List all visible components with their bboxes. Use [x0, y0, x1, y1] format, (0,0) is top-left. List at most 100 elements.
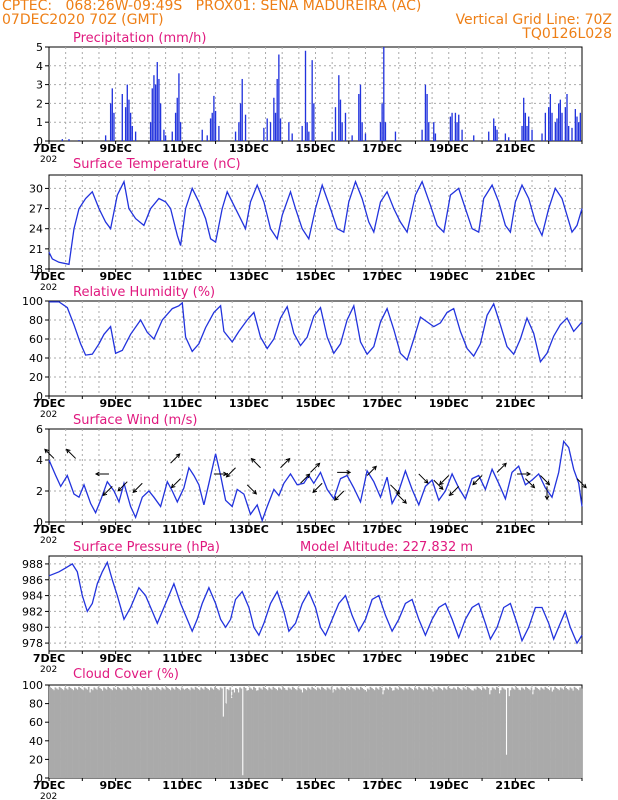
- cloud-bar: [153, 688, 155, 778]
- cloud-bar: [150, 690, 153, 778]
- cloud-bar: [419, 687, 422, 778]
- cloud-bar: [476, 686, 479, 778]
- precip-bar: [428, 122, 430, 141]
- cloud-bar: [397, 689, 400, 778]
- precip-bar: [394, 131, 397, 141]
- y-tick-label: 4: [36, 60, 43, 73]
- cloud-bar: [426, 689, 429, 778]
- wind-arrow: [337, 470, 352, 475]
- cloud-bar: [580, 688, 583, 778]
- cloud-bar: [191, 688, 194, 778]
- x-tick-label: 13DEC: [229, 270, 269, 283]
- wind-arrow: [333, 490, 345, 501]
- cloud-bar: [462, 687, 465, 778]
- cloud-bar: [401, 689, 404, 778]
- cloud-bar: [386, 688, 388, 778]
- cloud-bar: [545, 687, 548, 778]
- cloud-bar: [97, 686, 100, 778]
- cloud-bar: [276, 690, 279, 778]
- cloud-bar: [216, 689, 219, 778]
- x-tick-label: 19DEC: [429, 779, 469, 792]
- series-line-temp: [48, 179, 583, 266]
- cloud-bar: [211, 688, 214, 778]
- cloud-bar: [559, 687, 562, 778]
- cloud-bar: [83, 687, 86, 778]
- cloud-bar: [133, 688, 136, 778]
- cloud-bar: [289, 688, 291, 778]
- precip-bar: [488, 131, 490, 141]
- wind-arrow: [65, 448, 77, 459]
- precip-bar: [274, 112, 277, 141]
- cloud-bar: [268, 687, 270, 778]
- y-tick-label: 0: [36, 516, 43, 529]
- cloud-bar: [68, 686, 71, 778]
- precip-bar: [551, 112, 553, 141]
- cloud-bar: [259, 688, 262, 778]
- cloud-bar: [316, 687, 319, 778]
- precip-bar: [306, 122, 308, 141]
- precip-bar: [129, 112, 132, 141]
- cloud-bar: [369, 686, 372, 778]
- cloud-bar: [390, 687, 393, 778]
- cloud-bar: [572, 690, 574, 778]
- cloud-bar: [551, 691, 554, 778]
- cloud-bar: [194, 686, 197, 778]
- cloud-bar: [447, 686, 450, 778]
- precip-bar: [311, 60, 313, 141]
- cloud-bar: [148, 689, 151, 778]
- cloud-bar: [187, 689, 190, 778]
- cloud-bar: [354, 690, 357, 778]
- precip-bar: [496, 129, 498, 141]
- wind-arrow: [246, 484, 258, 495]
- precip-bar: [524, 112, 527, 141]
- series-line-wind: [48, 439, 583, 523]
- cloud-bar: [75, 688, 78, 778]
- precip-bar: [291, 133, 293, 141]
- x-tick-label: 9DEC: [99, 523, 131, 536]
- y-tick-label: 986: [22, 574, 43, 587]
- y-tick-label: 5: [36, 41, 43, 54]
- x-tick-label: 13DEC: [229, 142, 269, 155]
- x-tick-label: 21DEC: [495, 397, 535, 410]
- cloud-bar: [343, 689, 345, 778]
- cloud-bar: [570, 688, 573, 778]
- x-tick-label: 21DEC: [495, 523, 535, 536]
- precip-bar: [344, 112, 347, 141]
- cloud-bar: [432, 691, 434, 778]
- cloud-bar: [414, 687, 416, 778]
- cloud-bar: [547, 689, 549, 778]
- precip-bar: [576, 116, 578, 141]
- precip-bar: [111, 88, 113, 141]
- precip-bar: [473, 135, 475, 141]
- cloud-bar: [98, 687, 101, 778]
- cloud-bar: [100, 689, 103, 778]
- cloud-bar: [266, 690, 269, 778]
- cloud-bar: [151, 687, 154, 778]
- panel-title: Surface Temperature (nC): [73, 157, 241, 172]
- cloud-bar: [565, 687, 568, 778]
- cloud-bar: [165, 686, 168, 778]
- cloud-bar: [212, 689, 215, 778]
- cloud-bar: [537, 689, 540, 778]
- cloud-bar: [441, 690, 444, 778]
- precip-bar: [521, 125, 523, 141]
- cloud-bar: [387, 689, 390, 778]
- cloud-bar: [477, 687, 480, 778]
- cloud-bar: [293, 687, 295, 778]
- y-tick-label: 30: [29, 182, 43, 195]
- cloud-bar: [115, 689, 118, 778]
- precip-bar: [494, 125, 497, 141]
- y-tick-label: 3: [36, 79, 43, 92]
- cloud-bar: [250, 688, 252, 778]
- cloud-bar: [233, 692, 236, 778]
- header-grid-note: Vertical Grid Line: 70Z: [455, 12, 612, 28]
- cloud-bar: [230, 698, 233, 778]
- wind-arrow: [280, 457, 291, 469]
- cloud-bar: [114, 688, 116, 778]
- precip-bar: [209, 118, 212, 141]
- cloud-bar: [198, 690, 201, 778]
- cloud-bar: [491, 687, 494, 778]
- cloud-bar: [427, 686, 430, 778]
- x-tick-label: 19DEC: [429, 270, 469, 283]
- cloud-bar: [72, 690, 75, 778]
